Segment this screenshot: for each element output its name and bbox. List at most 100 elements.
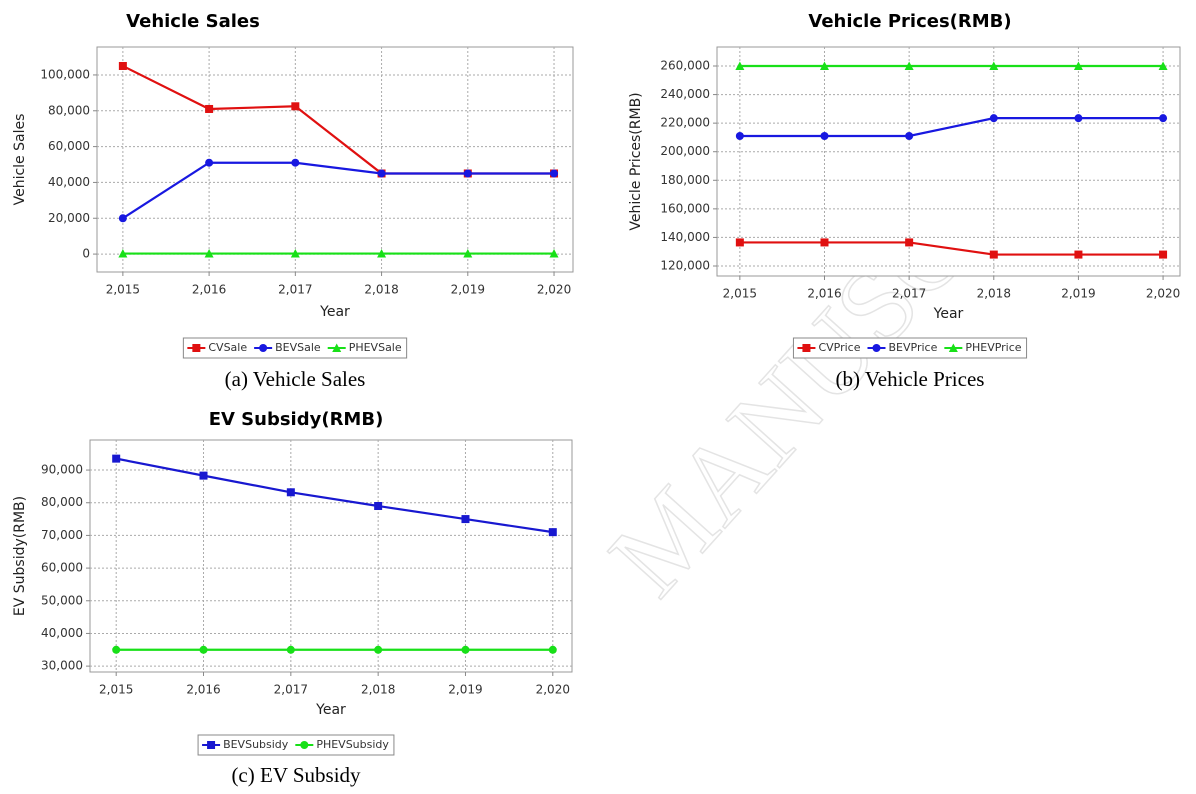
legend-marker — [948, 343, 958, 352]
y-tick-label: 70,000 — [41, 528, 83, 542]
point — [118, 249, 128, 258]
caption: (c) EV Subsidy — [231, 763, 361, 787]
point — [549, 249, 559, 258]
y-tick-label: 40,000 — [48, 175, 90, 189]
y-tick-label: 40,000 — [41, 626, 83, 640]
y-axis-label: EV Subsidy(RMB) — [12, 496, 28, 616]
legend-label: BEVPrice — [888, 341, 937, 354]
point — [118, 214, 127, 223]
legend-label: CVSale — [208, 341, 247, 354]
x-tick-label: 2,020 — [537, 283, 571, 297]
point — [550, 169, 559, 178]
point — [989, 61, 999, 70]
y-tick-label: 200,000 — [660, 144, 710, 158]
legend-marker — [332, 343, 342, 352]
y-tick-label: 60,000 — [48, 139, 90, 153]
x-tick-label: 2,019 — [451, 283, 485, 297]
y-tick-label: 160,000 — [660, 201, 710, 215]
point — [118, 61, 127, 70]
y-tick-label: 20,000 — [48, 211, 90, 225]
series-line — [739, 117, 1164, 138]
series-line — [739, 241, 1164, 256]
point — [461, 515, 470, 524]
legend-marker — [872, 344, 881, 352]
point — [199, 471, 208, 480]
y-tick-label: 100,000 — [40, 67, 90, 81]
legend: BEVSubsidy PHEVSubsidy — [197, 734, 395, 756]
point — [548, 645, 557, 654]
x-tick-label: 2,018 — [364, 283, 398, 297]
y-tick-label: 140,000 — [660, 230, 710, 244]
y-tick-label: 80,000 — [41, 495, 83, 509]
legend-box — [182, 337, 408, 359]
legend-label: BEVSubsidy — [223, 738, 289, 751]
legend-label: PHEVSale — [349, 341, 402, 354]
legend-marker — [192, 344, 201, 352]
y-axis-label: Vehicle Prices(RMB) — [628, 92, 644, 230]
series-line — [122, 161, 555, 220]
y-tick-label: 30,000 — [41, 659, 83, 673]
point — [205, 104, 214, 113]
legend-marker — [802, 344, 811, 352]
point — [286, 488, 295, 497]
point — [461, 645, 470, 654]
point — [735, 61, 745, 70]
caption: (b) Vehicle Prices — [836, 367, 985, 391]
x-tick-label: 2,019 — [1061, 287, 1095, 301]
y-axis-label: Vehicle Sales — [12, 114, 28, 206]
x-tick-label: 2,019 — [448, 683, 482, 697]
x-tick-label: 2,016 — [807, 287, 841, 301]
x-tick-label: 2,017 — [274, 683, 308, 697]
x-tick-label: 2,015 — [106, 283, 140, 297]
legend: CVSale BEVSale PHEVSale — [182, 337, 408, 359]
point — [291, 102, 300, 111]
y-tick-label: 0 — [82, 247, 90, 261]
point — [204, 249, 214, 258]
point — [112, 454, 121, 463]
point — [904, 61, 914, 70]
point — [1074, 250, 1083, 259]
point — [374, 645, 383, 654]
legend-marker — [259, 344, 268, 352]
point — [463, 249, 473, 258]
point — [548, 528, 557, 537]
point — [820, 132, 829, 140]
x-tick-label: 2,018 — [361, 683, 395, 697]
legend-label: PHEVPrice — [965, 341, 1021, 354]
x-tick-label: 2,018 — [977, 287, 1011, 301]
x-axis-label: Year — [933, 306, 964, 322]
legend-marker — [207, 741, 216, 749]
y-tick-label: 60,000 — [41, 561, 83, 575]
plot-area — [89, 439, 573, 673]
point — [286, 645, 295, 654]
chart-title: Vehicle Prices(RMB) — [808, 11, 1011, 32]
point — [819, 61, 829, 70]
x-tick-label: 2,017 — [892, 287, 926, 301]
point — [735, 238, 744, 247]
legend-marker — [300, 741, 309, 749]
point — [905, 238, 914, 247]
point — [1159, 114, 1168, 123]
x-tick-label: 2,020 — [1146, 287, 1180, 301]
x-tick-label: 2,015 — [99, 683, 133, 697]
legend-label: CVPrice — [818, 341, 860, 354]
legend-box — [792, 337, 1028, 359]
point — [374, 502, 383, 511]
point — [290, 249, 300, 258]
point — [199, 645, 208, 654]
point — [735, 132, 744, 140]
point — [1159, 250, 1168, 259]
point — [205, 158, 214, 167]
legend-label: BEVSale — [275, 341, 321, 354]
point — [1158, 61, 1168, 70]
x-tick-label: 2,017 — [278, 283, 312, 297]
point — [989, 114, 998, 123]
y-tick-label: 90,000 — [41, 463, 83, 477]
point — [820, 238, 829, 247]
y-tick-label: 50,000 — [41, 593, 83, 607]
y-tick-label: 80,000 — [48, 103, 90, 117]
x-axis-label: Year — [315, 702, 346, 718]
legend: CVPrice BEVPrice PHEVPrice — [792, 337, 1028, 359]
y-tick-label: 260,000 — [660, 59, 710, 73]
